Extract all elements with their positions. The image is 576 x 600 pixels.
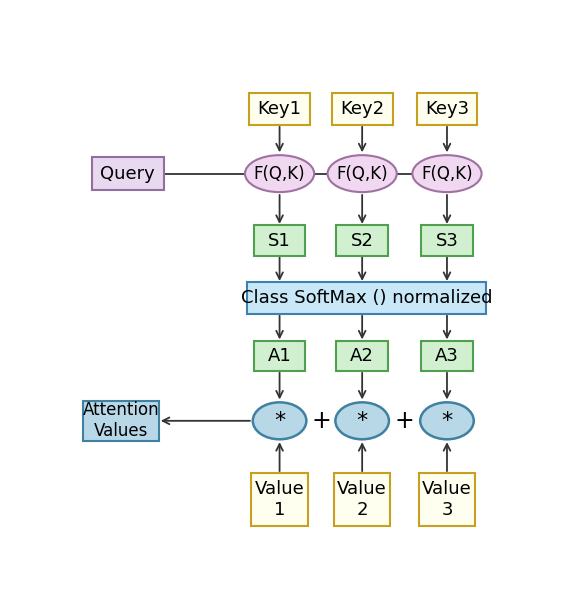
Text: Key1: Key1	[257, 100, 302, 118]
Ellipse shape	[412, 155, 482, 192]
Text: F(Q,K): F(Q,K)	[254, 164, 305, 182]
FancyBboxPatch shape	[83, 401, 160, 440]
FancyBboxPatch shape	[334, 473, 391, 526]
Ellipse shape	[245, 155, 314, 192]
FancyBboxPatch shape	[421, 226, 473, 256]
Text: A2: A2	[350, 347, 374, 365]
FancyBboxPatch shape	[336, 226, 388, 256]
Text: *: *	[357, 411, 368, 431]
Ellipse shape	[335, 403, 389, 439]
FancyBboxPatch shape	[416, 92, 478, 125]
Text: Key2: Key2	[340, 100, 384, 118]
Text: S3: S3	[435, 232, 458, 250]
Text: Value
1: Value 1	[255, 480, 305, 519]
FancyBboxPatch shape	[336, 341, 388, 371]
Ellipse shape	[328, 155, 397, 192]
Text: *: *	[274, 411, 285, 431]
FancyBboxPatch shape	[92, 157, 164, 190]
Text: F(Q,K): F(Q,K)	[421, 164, 473, 182]
FancyBboxPatch shape	[421, 341, 473, 371]
Text: Attention
Values: Attention Values	[83, 401, 160, 440]
FancyBboxPatch shape	[253, 226, 305, 256]
Text: +: +	[395, 409, 415, 433]
Text: Query: Query	[100, 164, 155, 182]
Text: F(Q,K): F(Q,K)	[336, 164, 388, 182]
Text: A1: A1	[268, 347, 291, 365]
Ellipse shape	[253, 403, 306, 439]
Text: +: +	[311, 409, 331, 433]
Text: Key3: Key3	[425, 100, 469, 118]
Text: Value
3: Value 3	[422, 480, 472, 519]
Text: S2: S2	[351, 232, 374, 250]
Text: *: *	[441, 411, 453, 431]
FancyBboxPatch shape	[252, 473, 308, 526]
Text: Value
2: Value 2	[338, 480, 387, 519]
FancyBboxPatch shape	[253, 341, 305, 371]
FancyBboxPatch shape	[249, 92, 310, 125]
Text: A3: A3	[435, 347, 459, 365]
FancyBboxPatch shape	[419, 473, 475, 526]
Text: Class SoftMax () normalized: Class SoftMax () normalized	[241, 289, 492, 307]
FancyBboxPatch shape	[247, 283, 486, 314]
Ellipse shape	[420, 403, 473, 439]
Text: S1: S1	[268, 232, 291, 250]
FancyBboxPatch shape	[332, 92, 392, 125]
